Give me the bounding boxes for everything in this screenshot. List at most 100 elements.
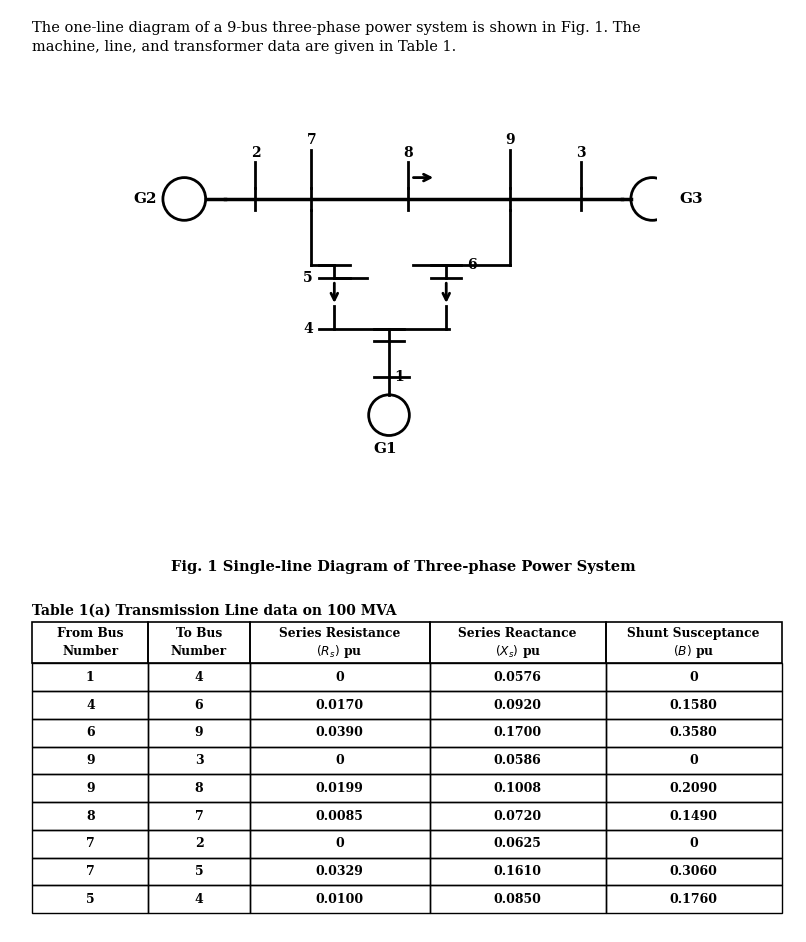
Text: 0: 0 — [335, 754, 344, 767]
Text: 0.3580: 0.3580 — [670, 726, 717, 739]
Bar — [250, 663, 430, 691]
Text: 0.1760: 0.1760 — [670, 893, 718, 906]
Text: 0.0329: 0.0329 — [316, 865, 364, 878]
Text: 0: 0 — [689, 837, 698, 851]
Text: 0: 0 — [335, 837, 344, 851]
Text: 1: 1 — [86, 671, 95, 684]
Text: G2: G2 — [133, 192, 157, 206]
Text: 8: 8 — [403, 146, 413, 160]
Text: Number: Number — [171, 645, 227, 658]
Bar — [32, 747, 148, 774]
Text: 0: 0 — [335, 671, 344, 684]
Bar — [32, 774, 148, 803]
Text: 3: 3 — [195, 754, 203, 767]
Text: 9: 9 — [86, 782, 94, 795]
Text: 4: 4 — [303, 321, 313, 335]
Bar — [148, 663, 250, 691]
Bar — [148, 774, 250, 803]
Text: From Bus: From Bus — [57, 626, 123, 640]
Bar — [605, 857, 782, 885]
Text: 7: 7 — [86, 837, 95, 851]
Text: 4: 4 — [86, 699, 95, 711]
Text: 7: 7 — [194, 809, 203, 822]
Bar — [32, 885, 148, 913]
Text: 4: 4 — [194, 893, 203, 906]
Text: 0.0390: 0.0390 — [316, 726, 364, 739]
Text: 8: 8 — [195, 782, 203, 795]
Bar — [148, 885, 250, 913]
Bar — [32, 663, 148, 691]
Text: 0.1490: 0.1490 — [670, 809, 718, 822]
Bar — [250, 747, 430, 774]
Text: 5: 5 — [303, 270, 313, 284]
Text: 0.0085: 0.0085 — [316, 809, 364, 822]
Text: 9: 9 — [195, 726, 203, 739]
Text: The one-line diagram of a 9-bus three-phase power system is shown in Fig. 1. The: The one-line diagram of a 9-bus three-ph… — [32, 21, 641, 35]
Bar — [430, 803, 605, 830]
Bar — [605, 622, 782, 663]
Text: machine, line, and transformer data are given in Table 1.: machine, line, and transformer data are … — [32, 40, 456, 54]
Bar — [250, 885, 430, 913]
Bar — [32, 803, 148, 830]
Text: 1: 1 — [394, 370, 404, 384]
Bar — [250, 719, 430, 747]
Text: 0.3060: 0.3060 — [670, 865, 717, 878]
Bar — [148, 719, 250, 747]
Text: Number: Number — [62, 645, 118, 658]
Text: 2: 2 — [194, 837, 203, 851]
Text: 0.0586: 0.0586 — [494, 754, 542, 767]
Text: 0.0850: 0.0850 — [493, 893, 542, 906]
Text: Series Resistance: Series Resistance — [279, 626, 401, 640]
Text: $(B)$ pu: $(B)$ pu — [673, 643, 714, 660]
Text: 0.0576: 0.0576 — [493, 671, 542, 684]
Text: 3: 3 — [576, 146, 586, 160]
Bar — [605, 663, 782, 691]
Text: 6: 6 — [86, 726, 94, 739]
Bar — [148, 857, 250, 885]
Text: 0.1610: 0.1610 — [493, 865, 542, 878]
Text: $(X_s)$ pu: $(X_s)$ pu — [495, 643, 541, 660]
Text: 0: 0 — [689, 671, 698, 684]
Text: 0: 0 — [689, 754, 698, 767]
Bar — [430, 830, 605, 857]
Bar — [605, 774, 782, 803]
Bar — [148, 622, 250, 663]
Text: 0.0100: 0.0100 — [315, 893, 364, 906]
Bar — [32, 691, 148, 719]
Bar — [148, 803, 250, 830]
Bar — [250, 830, 430, 857]
Text: 0.0199: 0.0199 — [316, 782, 364, 795]
Text: G3: G3 — [679, 192, 704, 206]
Text: 6: 6 — [195, 699, 203, 711]
Bar — [250, 774, 430, 803]
Text: 0.0920: 0.0920 — [493, 699, 542, 711]
Text: Shunt Susceptance: Shunt Susceptance — [628, 626, 760, 640]
Bar — [250, 622, 430, 663]
Bar — [250, 691, 430, 719]
Bar — [430, 691, 605, 719]
Bar — [430, 719, 605, 747]
Text: 7: 7 — [306, 133, 316, 147]
Bar — [32, 830, 148, 857]
Text: 0.0170: 0.0170 — [315, 699, 364, 711]
Text: 7: 7 — [86, 865, 95, 878]
Text: 0.0720: 0.0720 — [493, 809, 542, 822]
Text: 0.1580: 0.1580 — [670, 699, 717, 711]
Bar — [605, 803, 782, 830]
Text: Table 1(a) Transmission Line data on 100 MVA: Table 1(a) Transmission Line data on 100… — [32, 603, 397, 617]
Text: To Bus: To Bus — [176, 626, 222, 640]
Bar — [250, 803, 430, 830]
Bar — [605, 747, 782, 774]
Text: 5: 5 — [195, 865, 203, 878]
Bar — [32, 622, 148, 663]
Bar — [148, 691, 250, 719]
Text: 6: 6 — [467, 258, 477, 272]
Text: $(R_s)$ pu: $(R_s)$ pu — [317, 643, 363, 660]
Text: 9: 9 — [505, 133, 515, 147]
Bar — [605, 830, 782, 857]
Bar — [430, 885, 605, 913]
Text: 8: 8 — [86, 809, 94, 822]
Text: 0.0625: 0.0625 — [493, 837, 542, 851]
Bar — [430, 857, 605, 885]
Text: Series Reactance: Series Reactance — [459, 626, 577, 640]
